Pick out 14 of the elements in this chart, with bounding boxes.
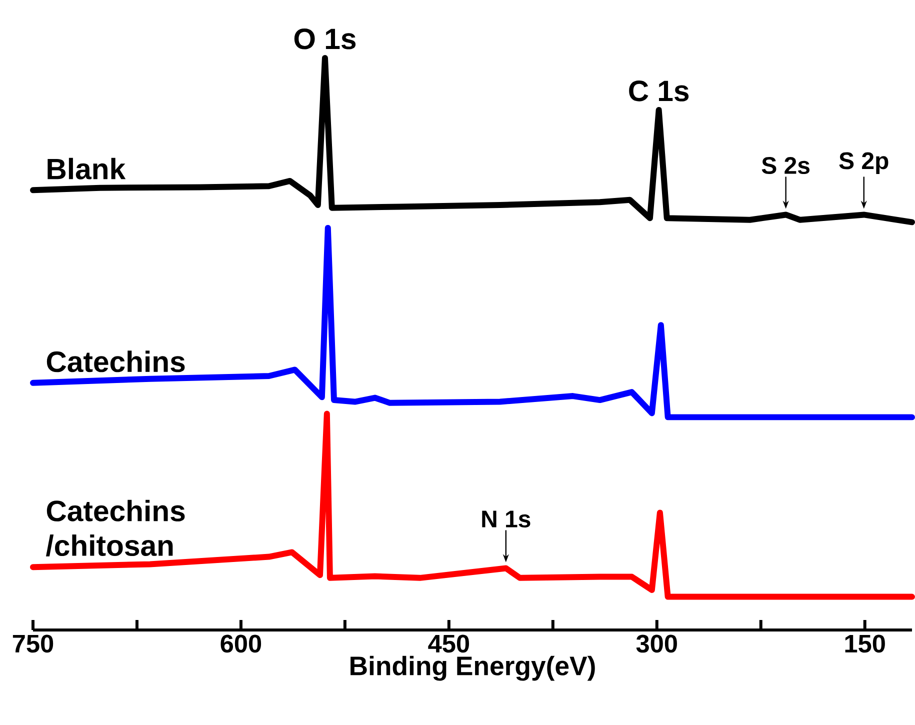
series-label: Blank	[48, 158, 126, 180]
series-label: Catechins /chitosan	[46, 500, 185, 556]
x-tick-label: 750	[12, 634, 54, 653]
annotation: S 2s	[762, 157, 810, 174]
x-tick-label: 450	[428, 634, 470, 653]
x-tick-label: 300	[636, 634, 677, 653]
annotation: N 1s	[482, 510, 530, 528]
x-axis-title: Binding Energy(eV)	[350, 656, 595, 681]
annotation: S 2p	[839, 152, 888, 174]
x-tick-label: 600	[220, 634, 262, 653]
annotation: C 1s	[629, 80, 689, 102]
series-label: Catechins	[46, 350, 185, 372]
x-tick-label: 150	[845, 634, 885, 653]
annotation: O 1s	[294, 28, 356, 50]
